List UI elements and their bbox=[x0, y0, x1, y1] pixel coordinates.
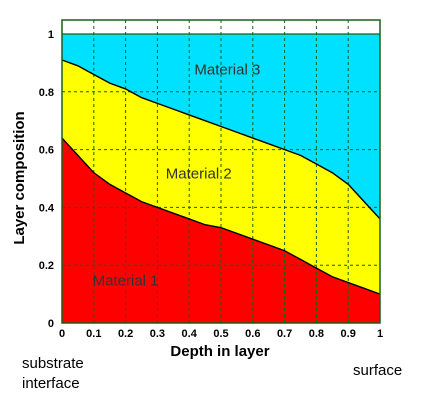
x-axis-title: Depth in layer bbox=[170, 343, 269, 360]
series-label-material-3: Material 3 bbox=[194, 61, 260, 78]
boundary-curve-2-3 bbox=[61, 59, 381, 220]
y-tick-label: 0 bbox=[48, 318, 54, 330]
x-tick-label: 0.8 bbox=[309, 328, 324, 340]
y-tick-label: 0.4 bbox=[39, 202, 55, 214]
x-tick-label: 1 bbox=[377, 328, 383, 340]
x-tick-label: 0.4 bbox=[182, 328, 198, 340]
y-tick-label: 1 bbox=[48, 29, 54, 41]
x-tick-label: 0.2 bbox=[118, 328, 133, 340]
plot-area: Material 1 Material 2 Material 3 bbox=[61, 20, 381, 323]
plot-frame bbox=[61, 19, 381, 324]
x-tick-label: 0.7 bbox=[277, 328, 292, 340]
x-tick-label: 0 bbox=[59, 328, 65, 340]
y-tick-label: 0.8 bbox=[39, 87, 54, 99]
x-tick-label: 0.5 bbox=[213, 328, 228, 340]
interface-label: interface bbox=[22, 375, 80, 392]
boundary-curve-1-2 bbox=[61, 137, 381, 295]
x-tick-label: 0.6 bbox=[245, 328, 260, 340]
surface-label: surface bbox=[353, 362, 402, 379]
x-tick-label: 0.9 bbox=[341, 328, 356, 340]
y-tick-label: 0.2 bbox=[39, 260, 54, 272]
x-tick-label: 0.1 bbox=[86, 328, 101, 340]
y-tick-label: 0.6 bbox=[39, 145, 54, 157]
y-axis-title: Layer composition bbox=[11, 111, 28, 244]
x-tick-label: 0.3 bbox=[150, 328, 165, 340]
axes: 0 0.1 0.2 0.3 0.4 0.5 0.6 0.7 0.8 0.9 1 0 0.2 0.4 0.6 0… bbox=[39, 19, 383, 340]
substrate-label: substrate bbox=[22, 355, 84, 372]
series-label-material-1: Material 1 bbox=[93, 272, 159, 289]
series-label-material-2: Material 2 bbox=[166, 166, 232, 183]
